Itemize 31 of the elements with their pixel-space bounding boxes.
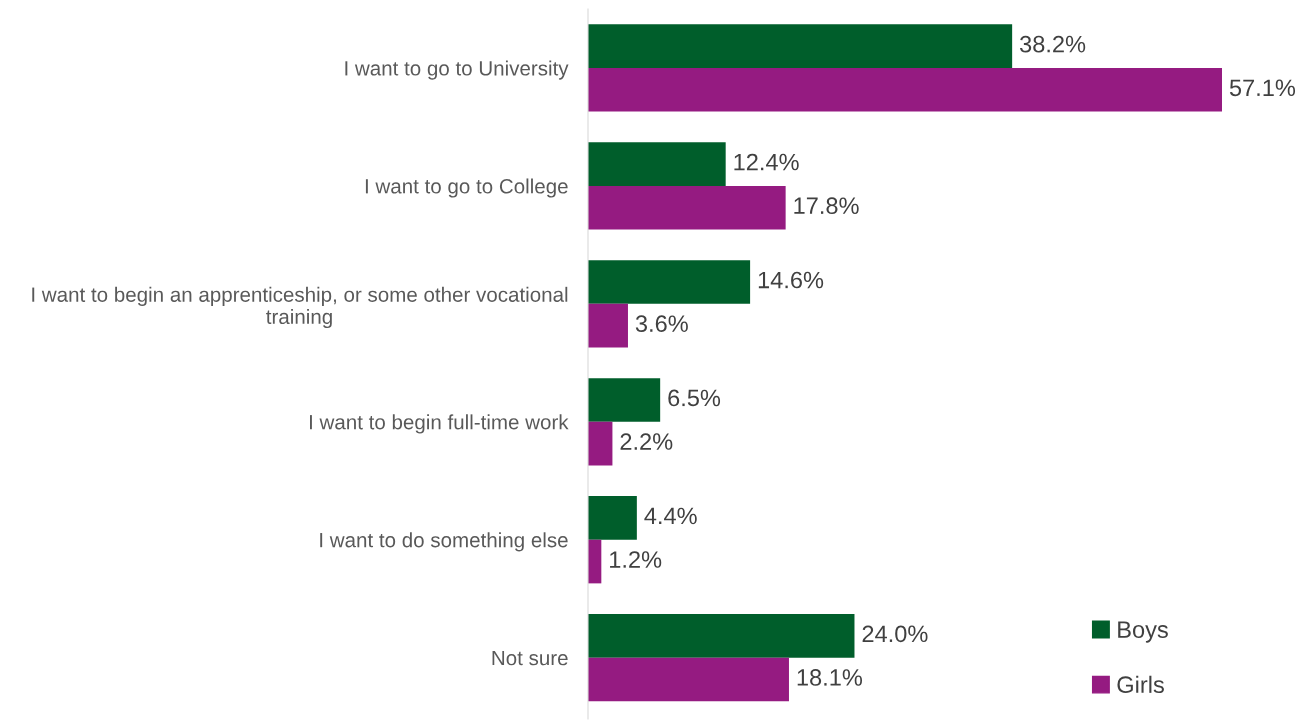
y-tick-label: I want to go to College [365,178,568,198]
bar [588,260,751,304]
data-label: 18.1% [797,669,863,686]
bar [588,142,726,186]
bar [588,24,1013,68]
bar [588,67,1222,112]
y-tick-label: I want to begin an apprenticeship, or some other vocational training [32,286,568,329]
bar [588,657,789,702]
data-label: 4.4% [644,507,697,525]
data-label: 17.8% [794,197,859,215]
legend-label: Boys [1118,621,1168,643]
y-tick-label: I want to do something else [320,532,568,552]
data-label: 57.1% [1229,79,1296,97]
bar [588,185,786,230]
bar [588,496,637,540]
y-tick-label: Not sure [492,650,568,666]
y-tick-label: I want to begin full-time work [309,414,569,434]
data-label: 14.6% [758,271,824,289]
data-label: 38.2% [1019,35,1086,53]
data-label: 6.5% [668,389,721,407]
data-label: 1.2% [610,551,662,568]
bar [588,614,855,658]
data-label: 24.0% [862,625,928,643]
bar [588,421,613,466]
legend-label: Girls [1117,675,1164,694]
bar [588,378,661,422]
data-label: 2.2% [620,433,673,450]
data-label: 3.6% [635,315,688,333]
data-label: 12.4% [734,153,799,171]
bar [588,303,628,348]
y-tick-label: I want to go to University [345,60,569,80]
